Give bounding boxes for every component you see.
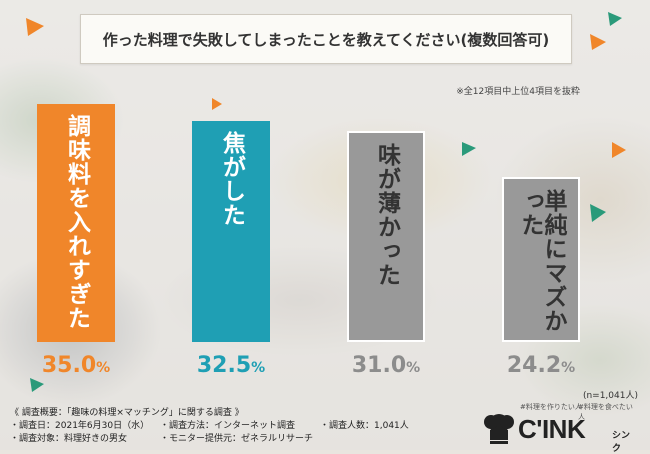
logo-tag-1: #料理を作りたい人 [520,403,582,411]
survey-date: ・調査日：2021年6月30日（水） [10,421,150,431]
bar-label-3: 味が薄かった [373,143,400,287]
bar-label-4: 単純にマズかった [517,189,566,333]
chef-hat-icon [484,414,514,444]
chart-title: 作った料理で失敗してしまったことを教えてください(複数回答可) [80,14,572,64]
bar-label-1: 調味料を入れすぎた [63,114,90,330]
survey-summary: 《 調査概要：「趣味の料理×マッチング」に関する調査 》 ・調査日：2021年6… [10,407,409,446]
survey-target: ・調査対象：料理好きの男女 [10,434,128,444]
value-label-2: 32.5% [196,353,266,378]
value-label-1: 35.0% [41,353,111,378]
value-label-3: 31.0% [351,353,421,378]
value-label-4: 24.2% [506,353,576,378]
bar-2: 焦がした [192,121,270,342]
logo-tag-2: #料理を食べたい人 [578,403,633,421]
cink-logo: #料理を作りたい人 #料理を食べたい人 C'INK シンク [478,402,638,454]
logo-sub: シンク [612,431,631,454]
sample-size: (n=1,041人) [582,391,638,401]
survey-method: ・調査方法：インターネット調査 [160,421,296,431]
bar-4: 単純にマズかった [502,177,580,342]
bar-label-2: 焦がした [218,131,245,227]
logo-brand: C'INK [518,414,586,444]
bar-3: 味が薄かった [347,131,425,342]
chart-note: ※全12項目中上位4項目を抜粋 [456,87,580,97]
survey-heading: 《 調査概要：「趣味の料理×マッチング」に関する調査 》 [10,408,244,418]
survey-count: ・調査人数：1,041人 [320,421,409,431]
survey-provider: ・モニター提供元：ゼネラルリサーチ [160,434,314,444]
bar-1: 調味料を入れすぎた [37,104,115,342]
